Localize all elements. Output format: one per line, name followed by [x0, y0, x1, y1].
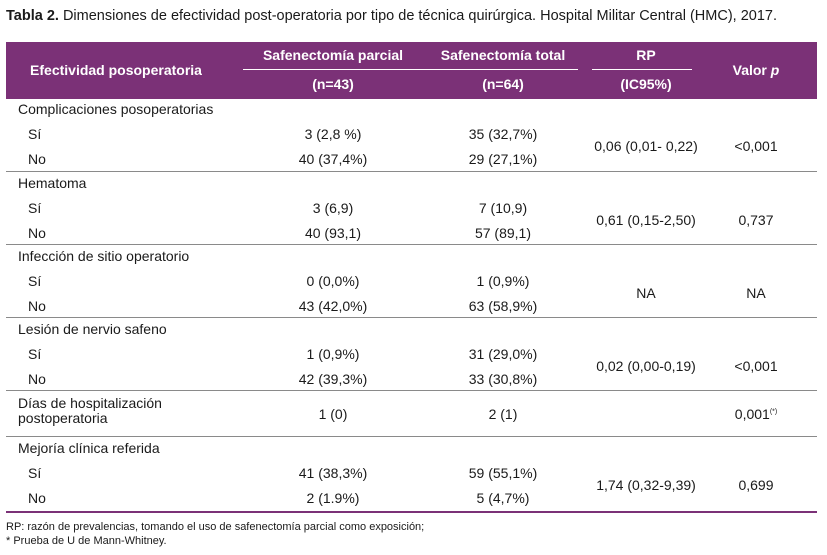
cell-parcial-no: 40 (37,4%) [298, 151, 368, 167]
group-label: Infección de sitio operatorio [18, 248, 190, 264]
cell-parcial-si: 0 (0,0%) [306, 273, 360, 289]
group-label: Lesión de nervio safeno [18, 321, 167, 337]
cell-total-no: 33 (30,8%) [468, 371, 538, 387]
header-parcial: Safenectomía parcial [262, 47, 404, 63]
cell-total-no: 29 (27,1%) [468, 151, 538, 167]
footnote-mann-whitney: * Prueba de U de Mann-Whitney. [6, 535, 167, 547]
row-separator [6, 436, 817, 437]
caption-text: Dimensiones de efectividad post-operator… [58, 8, 778, 24]
cell-total-si: 59 (55,1%) [468, 465, 538, 481]
caption-label: Tabla 2. [6, 8, 59, 24]
header-divider [243, 69, 578, 70]
cell-total-si: 7 (10,9) [478, 200, 528, 216]
cell-rp: 0,02 (0,00-0,19) [596, 358, 696, 374]
cell-p: <0,001 [734, 138, 778, 154]
row-label-no: No [28, 298, 46, 314]
header-total: Safenectomía total [440, 47, 566, 63]
cell-total: 2 (1) [488, 406, 518, 422]
table-header: Efectividad posoperatoria Safenectomía p… [6, 42, 817, 99]
hosp-label-line2: postoperatoria [18, 410, 108, 426]
footnote-rp: RP: razón de prevalencias, tomando el us… [6, 521, 425, 533]
row-label-si: Sí [28, 126, 42, 142]
header-efectividad: Efectividad posoperatoria [30, 62, 202, 78]
row-label-si: Sí [28, 273, 42, 289]
row-label-no: No [28, 151, 46, 167]
cell-parcial-si: 3 (2,8 %) [304, 126, 362, 142]
header-ic95: (IC95%) [620, 76, 672, 92]
cell-parcial-si: 3 (6,9) [312, 200, 354, 216]
table-bottom-rule [6, 511, 817, 513]
row-label-si: Sí [28, 346, 42, 362]
cell-p: 0,737 [738, 212, 774, 228]
cell-total-si: 31 (29,0%) [468, 346, 538, 362]
cell-rp: 0,06 (0,01- 0,22) [594, 138, 698, 154]
row-label-si: Sí [28, 465, 42, 481]
row-label-no: No [28, 490, 46, 506]
cell-total-no: 57 (89,1) [474, 225, 532, 241]
row-separator [6, 390, 817, 391]
header-rp: RP [636, 47, 656, 63]
header-total-n: (n=64) [482, 76, 524, 92]
header-valor-p: Valor p [732, 62, 780, 78]
cell-parcial-no: 42 (39,3%) [298, 371, 368, 387]
cell-rp: 0,61 (0,15-2,50) [596, 212, 696, 228]
header-divider-rp [592, 69, 692, 70]
row-separator [6, 244, 817, 245]
table-caption: Tabla 2. Dimensiones de efectividad post… [6, 5, 777, 27]
group-label: Hematoma [18, 175, 87, 191]
cell-total-no: 63 (58,9%) [468, 298, 538, 314]
cell-p: 0,001(*) [734, 406, 778, 422]
cell-rp: NA [636, 285, 656, 301]
cell-total-si: 1 (0,9%) [476, 273, 530, 289]
cell-p: <0,001 [734, 358, 778, 374]
row-label-no: No [28, 371, 46, 387]
cell-total-si: 35 (32,7%) [468, 126, 538, 142]
row-label-si: Sí [28, 200, 42, 216]
group-label: Complicaciones posoperatorias [18, 101, 214, 117]
row-label-no: No [28, 225, 46, 241]
cell-parcial-si: 1 (0,9%) [306, 346, 360, 362]
row-separator [6, 171, 817, 172]
cell-parcial-si: 41 (38,3%) [298, 465, 368, 481]
cell-p: 0,699 [738, 477, 774, 493]
cell-parcial: 1 (0) [318, 406, 348, 422]
cell-parcial-no: 43 (42,0%) [298, 298, 368, 314]
hosp-label-line1: Días de hospitalización [18, 395, 162, 411]
group-label: Mejoría clínica referida [18, 440, 160, 456]
cell-p: NA [746, 285, 766, 301]
cell-parcial-no: 2 (1.9%) [306, 490, 360, 506]
row-separator [6, 317, 817, 318]
cell-parcial-no: 40 (93,1) [304, 225, 362, 241]
cell-rp: 1,74 (0,32-9,39) [596, 477, 696, 493]
cell-total-no: 5 (4,7%) [476, 490, 530, 506]
header-parcial-n: (n=43) [312, 76, 354, 92]
